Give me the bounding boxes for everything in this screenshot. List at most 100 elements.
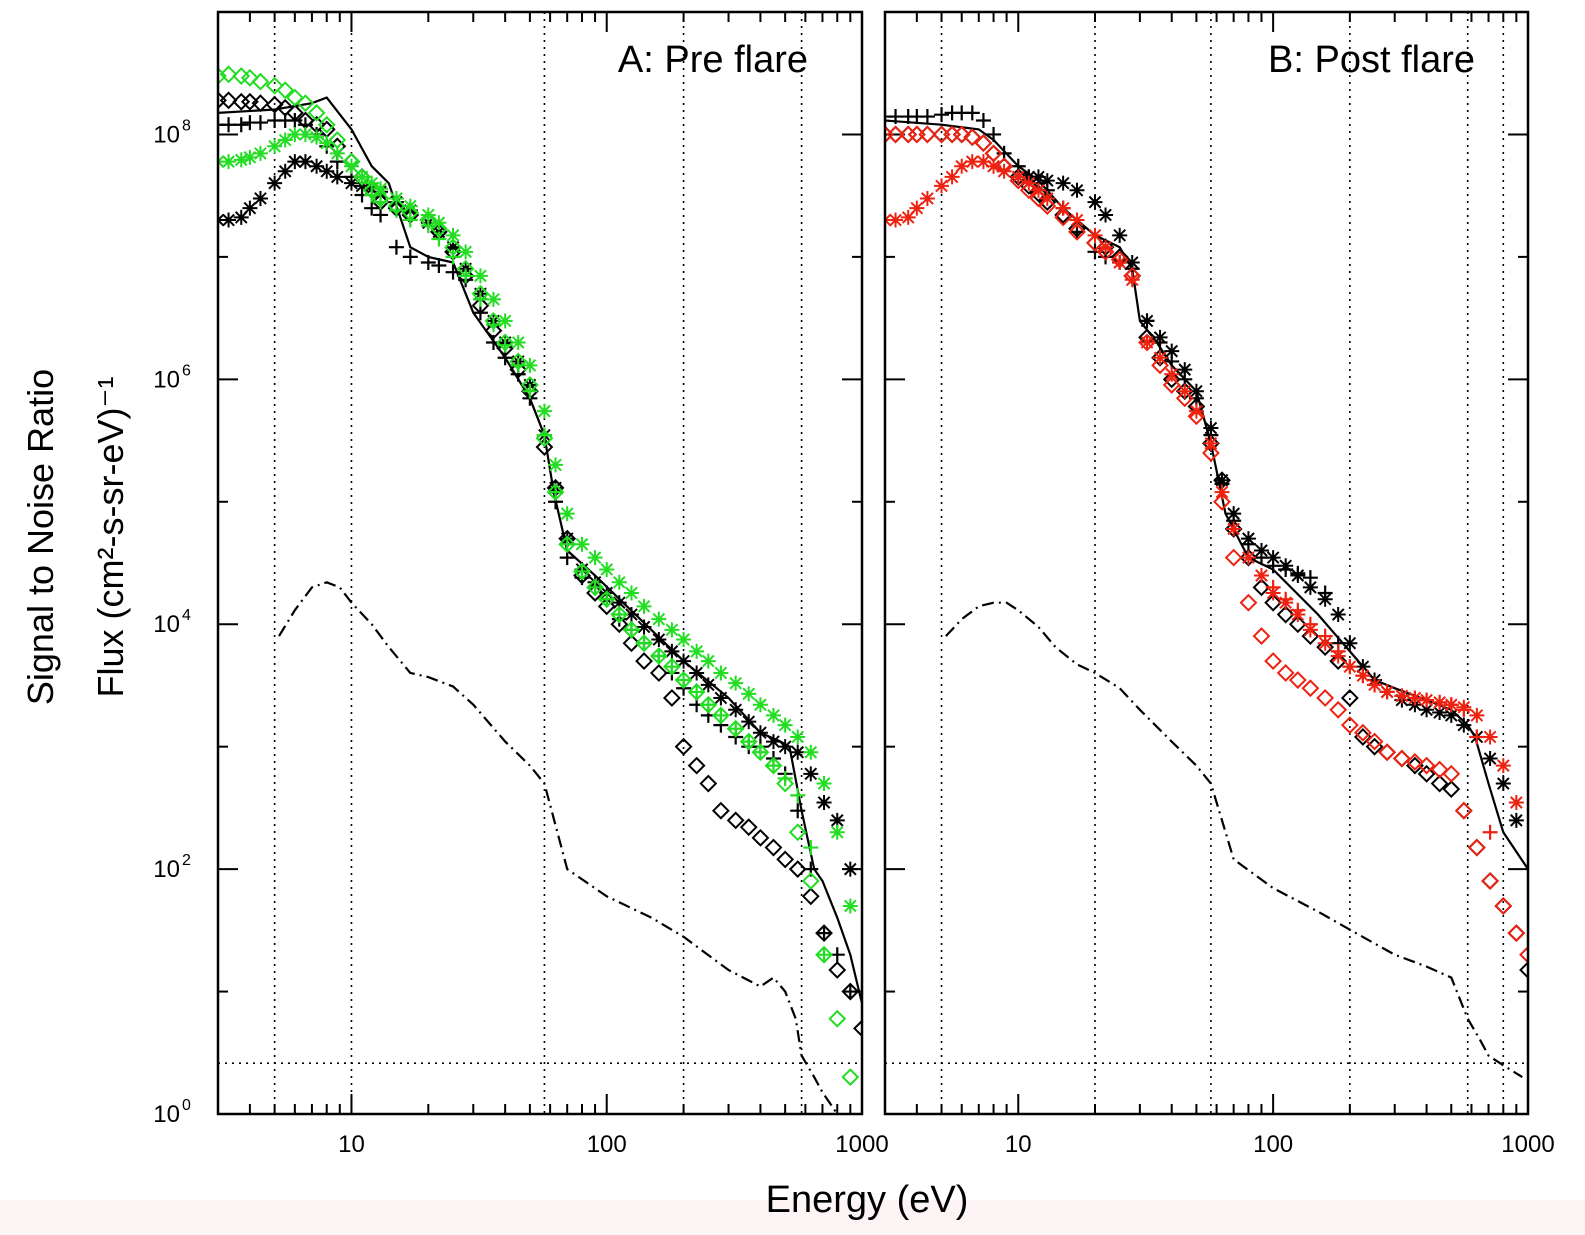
asterisk-marker xyxy=(713,665,729,681)
asterisk-marker xyxy=(1432,694,1448,710)
asterisk-marker xyxy=(1407,690,1423,706)
diamond-marker xyxy=(1213,492,1231,511)
asterisk-marker xyxy=(1508,794,1524,810)
diamond-marker xyxy=(1467,838,1486,857)
diamond-marker xyxy=(635,652,653,670)
diamond-marker xyxy=(1378,743,1397,762)
plus-marker xyxy=(445,249,461,265)
diamond-marker xyxy=(1507,924,1526,943)
diamond-marker xyxy=(1467,838,1486,857)
asterisk-marker xyxy=(1495,776,1511,792)
asterisk-marker xyxy=(559,506,575,522)
series-solid-line xyxy=(885,119,1528,870)
y-tick-exponent: 8 xyxy=(182,117,191,134)
y-tick-exponent: 6 xyxy=(182,362,191,379)
asterisk-marker xyxy=(1214,484,1230,500)
y-tick-label: 10 xyxy=(153,856,180,883)
asterisk-marker xyxy=(1124,254,1140,270)
plus-marker xyxy=(664,659,680,675)
asterisk-marker xyxy=(829,824,845,840)
asterisk-marker xyxy=(1112,227,1128,243)
asterisk-marker xyxy=(777,739,793,755)
asterisk-marker xyxy=(888,212,904,228)
asterisk-marker xyxy=(1342,659,1358,675)
diamond-marker xyxy=(711,801,730,820)
asterisk-marker xyxy=(689,665,705,681)
diamond-marker xyxy=(751,828,770,847)
figure-bottom-band xyxy=(0,1200,1585,1235)
asterisk-marker xyxy=(510,334,526,350)
y-tick-label: 10 xyxy=(153,366,180,393)
asterisk-marker xyxy=(221,212,237,228)
diamond-marker xyxy=(918,125,937,144)
asterisk-marker xyxy=(934,178,950,194)
diamond-marker xyxy=(1264,652,1283,670)
x-tick-label: 1000 xyxy=(1501,1131,1554,1158)
diamond-marker xyxy=(1481,872,1500,890)
asterisk-marker xyxy=(1055,175,1071,191)
asterisk-marker xyxy=(651,611,667,627)
plus-marker xyxy=(777,770,793,786)
asterisk-marker xyxy=(1355,659,1371,675)
asterisk-marker xyxy=(1010,169,1026,185)
plus-marker xyxy=(574,563,590,579)
asterisk-marker xyxy=(1482,751,1498,767)
asterisk-marker xyxy=(1087,194,1103,210)
plus-marker xyxy=(388,239,404,255)
asterisk-marker xyxy=(522,357,538,373)
asterisk-marker xyxy=(1367,677,1383,693)
asterisk-marker xyxy=(1069,182,1085,198)
asterisk-marker xyxy=(611,574,627,590)
plus-marker xyxy=(287,112,303,128)
panel-label: A: Pre flare xyxy=(618,39,808,81)
asterisk-marker xyxy=(1039,173,1055,189)
diamond-marker xyxy=(1417,756,1436,775)
asterisk-marker xyxy=(343,175,359,191)
asterisk-marker xyxy=(1098,239,1114,255)
asterisk-marker xyxy=(996,163,1012,179)
plus-marker xyxy=(842,984,858,1000)
asterisk-marker xyxy=(1188,383,1204,399)
asterisk-marker xyxy=(1164,366,1180,382)
plus-marker xyxy=(402,212,418,228)
asterisk-marker xyxy=(664,622,680,638)
asterisk-marker xyxy=(1030,169,1046,185)
diamond-marker xyxy=(1301,679,1320,698)
asterisk-marker xyxy=(1419,702,1435,718)
plus-marker xyxy=(986,126,1002,142)
diamond-marker xyxy=(1264,593,1283,612)
asterisk-marker xyxy=(842,898,858,914)
asterisk-marker xyxy=(548,457,564,473)
asterisk-marker xyxy=(354,178,370,194)
diamond-marker xyxy=(726,811,745,830)
diamond-marker xyxy=(219,65,238,84)
plus-marker xyxy=(497,350,513,366)
diamond-marker xyxy=(535,438,554,456)
plus-marker xyxy=(431,231,447,247)
diamond-marker xyxy=(776,850,795,869)
diamond-marker xyxy=(1038,193,1057,212)
diamond-marker xyxy=(1316,638,1335,657)
asterisk-marker xyxy=(445,227,461,243)
plus-marker xyxy=(485,317,501,333)
asterisk-marker xyxy=(636,598,652,614)
asterisk-marker xyxy=(1021,175,1037,191)
diamond-marker xyxy=(1442,764,1461,783)
asterisk-marker xyxy=(402,198,418,214)
diamond-marker xyxy=(1096,242,1115,261)
diamond-marker xyxy=(828,961,847,979)
asterisk-marker xyxy=(919,190,935,206)
plus-marker xyxy=(373,194,389,210)
panel-label: B: Post flare xyxy=(1268,39,1475,81)
plus-marker xyxy=(252,115,268,131)
asterisk-marker xyxy=(741,714,757,730)
diamond-marker xyxy=(1276,664,1295,682)
asterisk-marker xyxy=(1112,254,1128,270)
asterisk-marker xyxy=(420,207,436,223)
asterisk-marker xyxy=(816,794,832,810)
asterisk-marker xyxy=(1030,182,1046,198)
diamond-marker xyxy=(1276,605,1295,624)
asterisk-marker xyxy=(790,729,806,745)
asterisk-marker xyxy=(1419,692,1435,708)
asterisk-marker xyxy=(1265,585,1281,601)
